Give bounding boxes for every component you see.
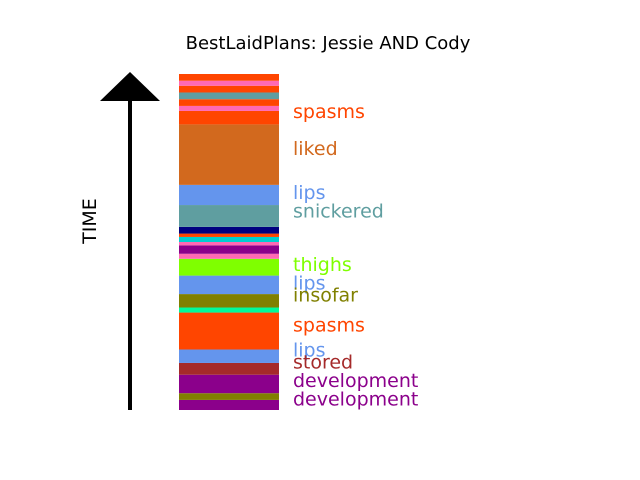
time-axis-label: TIME	[79, 198, 101, 245]
timeline-segment-16	[179, 205, 279, 227]
timeline-segments	[179, 74, 279, 410]
time-arrow-head	[100, 72, 160, 101]
timeline-segment-12	[179, 242, 279, 246]
timeline-segment-15	[179, 226, 279, 234]
timeline-segment-13	[179, 236, 279, 242]
timeline-segment-22	[179, 92, 279, 100]
timeline-label-11: development	[293, 388, 418, 410]
timeline-segment-25	[179, 74, 279, 81]
timeline-segment-14	[179, 233, 279, 237]
timeline-label-5: lips	[293, 273, 326, 295]
timeline-segment-3	[179, 362, 279, 375]
timeline-segment-20	[179, 105, 279, 111]
timeline-segment-7	[179, 294, 279, 308]
timeline-label-8: lips	[293, 340, 326, 362]
timeline-label-4: thighs	[293, 254, 352, 276]
timeline-label-3: snickered	[293, 200, 384, 222]
timeline-segment-2	[179, 374, 279, 394]
timeline-label-1: liked	[293, 138, 338, 160]
timeline-segment-18	[179, 124, 279, 185]
timeline-segment-5	[179, 312, 279, 350]
timeline-segment-11	[179, 245, 279, 254]
timeline-label-6: insofar	[293, 284, 358, 306]
timeline-segment-1	[179, 393, 279, 400]
timeline-label-9: stored	[293, 351, 353, 373]
timeline-segment-19	[179, 110, 279, 125]
timeline-label-7: spasms	[293, 315, 365, 337]
timeline-labels: spasmslikedlipssnickeredthighslipsinsofa…	[293, 101, 418, 410]
timeline-segment-17	[179, 184, 279, 206]
timeline-segment-10	[179, 253, 279, 259]
timeline-label-0: spasms	[293, 101, 365, 123]
chart-title: BestLaidPlans: Jessie AND Cody	[186, 33, 471, 54]
timeline-segment-8	[179, 275, 279, 295]
timeline-segment-0	[179, 399, 279, 410]
timeline-label-10: development	[293, 370, 418, 392]
timeline-segment-9	[179, 258, 279, 276]
timeline-label-2: lips	[293, 182, 326, 204]
timeline-segment-21	[179, 99, 279, 106]
timeline-segment-4	[179, 349, 279, 363]
timeline-segment-6	[179, 307, 279, 313]
timeline-segment-24	[179, 80, 279, 86]
timeline-segment-23	[179, 85, 279, 93]
